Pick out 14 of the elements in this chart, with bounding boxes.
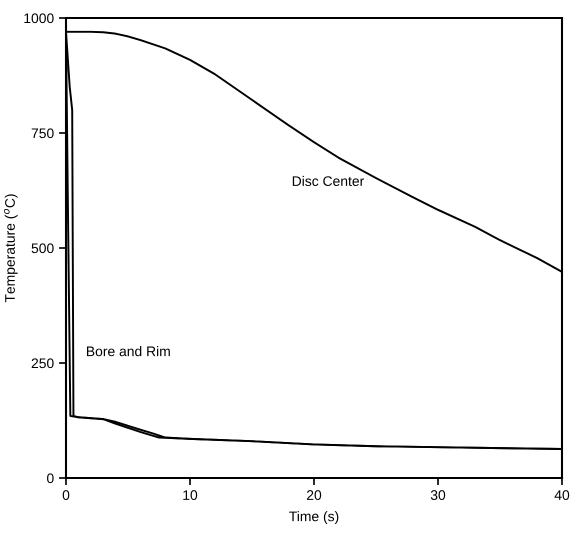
x-tick-label: 30 — [430, 490, 446, 500]
y-tick-label: 750 — [32, 128, 54, 138]
x-axis-title: Time (s) — [289, 511, 338, 524]
y-tick-label: 250 — [32, 358, 54, 368]
x-tick-label: 0 — [62, 490, 70, 500]
annotation: Bore and Rim — [86, 346, 170, 356]
x-tick-label: 20 — [306, 490, 322, 500]
y-tick-label: 1000 — [24, 13, 54, 24]
annotation: Disc Center — [292, 176, 364, 186]
y-axis-title: Temperature ($^{o}$C) — [4, 194, 18, 302]
x-tick-label: 10 — [183, 490, 198, 500]
x-tick-label: 40 — [554, 490, 570, 500]
y-tick-label: 500 — [32, 243, 54, 254]
y-tick-label: 0 — [47, 473, 54, 484]
